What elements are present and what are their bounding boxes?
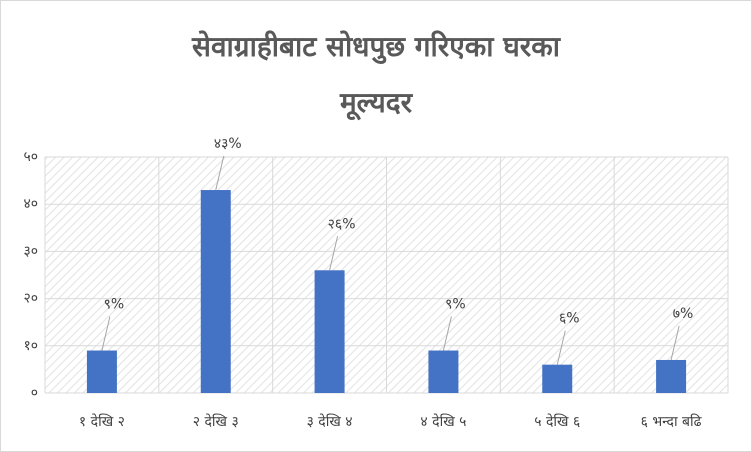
data-label: ९%	[104, 297, 125, 313]
leader-line	[329, 236, 339, 271]
y-tick-label: ४०	[23, 196, 38, 212]
leader-line	[556, 330, 566, 365]
y-tick-label: ५०	[23, 149, 38, 165]
leader-line	[442, 316, 452, 351]
bar	[542, 364, 573, 393]
x-tick-label: ३ देखि ४	[307, 413, 353, 430]
bar	[656, 359, 687, 393]
chart-title: सेवाग्राहीबाट सोधपुछ गरिएका घरका मूल्यदर	[191, 30, 562, 121]
x-tick-label: ५ देखि ६	[534, 413, 580, 430]
data-label: ९%	[445, 297, 466, 313]
data-label: ७%	[673, 306, 694, 322]
leader-line	[101, 316, 111, 351]
leader-line	[215, 155, 225, 191]
y-tick-label: ०	[31, 385, 38, 401]
bar	[428, 350, 459, 393]
leader-line	[670, 325, 680, 361]
y-tick-label: ३०	[23, 243, 38, 259]
bar	[86, 350, 117, 393]
y-tick-label: १०	[23, 338, 38, 354]
data-label: ४३%	[214, 136, 242, 152]
bar	[314, 270, 345, 393]
x-tick-label: ६ भन्दा बढि	[641, 413, 703, 430]
x-tick-label: १ देखि २	[79, 413, 125, 430]
data-label: ६%	[559, 311, 580, 327]
x-tick-label: ४ देखि ५	[420, 413, 466, 430]
data-label: २६%	[328, 216, 356, 232]
bar	[200, 190, 231, 393]
y-tick-label: २०	[23, 291, 38, 307]
x-tick-label: २ देखि ३	[193, 413, 239, 430]
